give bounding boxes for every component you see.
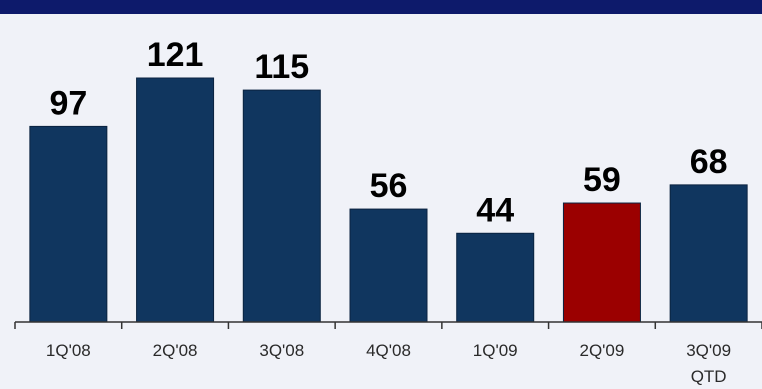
value-label: 56	[370, 167, 408, 205]
value-label: 97	[49, 84, 87, 122]
category-sublabel: QTD	[691, 367, 727, 386]
bar-highlight	[562, 202, 641, 323]
bar	[29, 125, 108, 323]
bar	[349, 208, 428, 323]
category-label: 1Q'08	[46, 341, 91, 360]
top-rule	[0, 0, 762, 14]
bar	[456, 232, 535, 323]
value-label: 44	[476, 191, 514, 229]
bars-group	[29, 77, 748, 323]
value-labels-group: 97 121 115 56 44 59 68	[49, 36, 727, 229]
bar	[136, 77, 215, 323]
value-label: 59	[583, 161, 621, 199]
value-label: 68	[690, 143, 728, 181]
x-ticks-group	[14, 322, 762, 329]
category-label: 4Q'08	[366, 341, 411, 360]
bar	[669, 184, 748, 323]
category-label: 2Q'09	[580, 341, 625, 360]
category-label: 1Q'09	[473, 341, 518, 360]
bar	[242, 89, 321, 323]
category-label: 3Q'08	[259, 341, 304, 360]
value-label: 121	[147, 36, 204, 74]
category-label: 3Q'09	[686, 341, 731, 360]
category-label: 2Q'08	[153, 341, 198, 360]
category-labels-group: 1Q'08 2Q'08 3Q'08 4Q'08 1Q'09 2Q'09 3Q'09 QTD	[46, 341, 731, 386]
value-label: 115	[254, 48, 309, 86]
